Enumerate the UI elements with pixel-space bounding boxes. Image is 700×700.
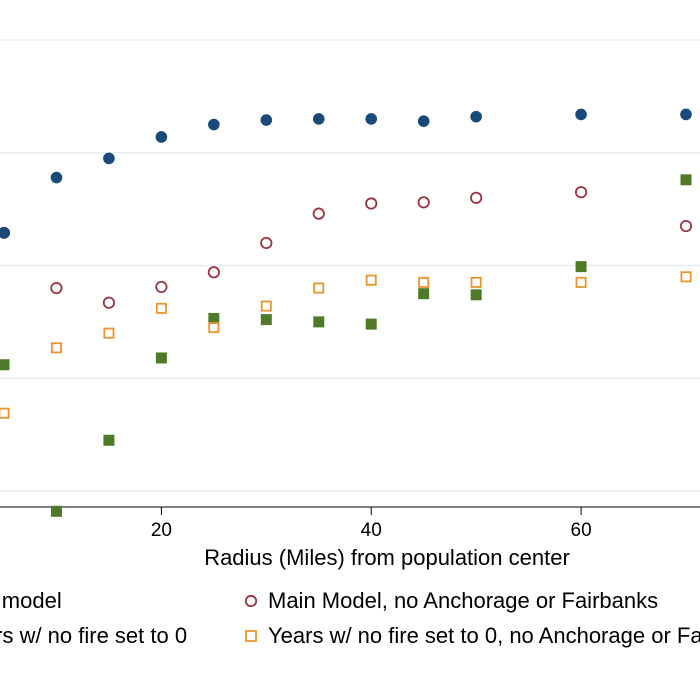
data-point (365, 113, 378, 125)
data-point (575, 276, 587, 288)
legend-item: Years w/ no fire set to 0, no Anchorage … (245, 623, 700, 648)
data-point (470, 289, 482, 301)
legend: Main model Main Model, no Anchorage or Fa… (0, 588, 700, 648)
data-point (470, 191, 483, 204)
data-point (680, 271, 692, 283)
legend-marker (244, 594, 258, 608)
data-point (50, 505, 62, 517)
data-point (260, 314, 272, 326)
data-point (312, 113, 325, 125)
series-4 (0, 271, 692, 419)
x-axis: 20 40 60 (0, 506, 700, 541)
data-point (260, 300, 272, 312)
grid-lines (0, 39, 700, 492)
data-point (103, 434, 115, 446)
data-point (0, 407, 10, 419)
x-tick-label: 60 (571, 520, 592, 541)
series-2 (0, 186, 693, 309)
legend-marker (245, 630, 257, 642)
data-point (50, 342, 62, 354)
x-tick-label: 20 (151, 520, 172, 541)
data-point (365, 274, 377, 286)
data-point (313, 282, 325, 294)
data-point (680, 174, 692, 186)
data-point (207, 266, 220, 279)
data-point (312, 207, 325, 220)
data-point (155, 131, 168, 143)
data-point (260, 236, 273, 250)
data-point (0, 227, 10, 239)
data-point (470, 110, 482, 123)
legend-item: Main Model, no Anchorage or Fairbanks (244, 588, 658, 613)
data-points (0, 108, 693, 517)
data-point (417, 196, 430, 209)
data-point (365, 318, 377, 330)
data-point (417, 115, 430, 127)
data-point (365, 197, 378, 210)
data-point (679, 219, 693, 233)
data-point (260, 114, 273, 126)
data-point (102, 296, 116, 309)
data-point (680, 108, 692, 121)
data-point (575, 261, 587, 273)
series-1 (0, 108, 692, 239)
data-point (313, 316, 325, 328)
data-point (574, 186, 588, 199)
data-point (103, 152, 115, 165)
data-point (0, 359, 10, 371)
legend-label: Years w/ no fire set to 0 (0, 623, 187, 648)
data-point (155, 280, 168, 294)
data-point (155, 352, 167, 364)
series-3 (0, 174, 692, 517)
x-axis-label: Radius (Miles) from population center (204, 545, 570, 570)
data-point (50, 171, 63, 184)
data-point (208, 312, 220, 324)
legend-item: Years w/ no fire set to 0 (0, 623, 187, 648)
data-point (50, 281, 63, 295)
data-point (470, 276, 482, 288)
data-point (418, 288, 430, 300)
data-point (155, 302, 167, 314)
legend-label: Main Model, no Anchorage or Fairbanks (268, 588, 658, 613)
data-point (103, 327, 115, 339)
data-point (208, 322, 220, 334)
legend-item: Main model (0, 588, 62, 613)
x-tick-label: 40 (361, 520, 382, 541)
data-point (575, 108, 587, 121)
data-point (208, 118, 220, 131)
legend-label: Years w/ no fire set to 0, no Anchorage … (268, 623, 700, 648)
data-point (418, 276, 430, 288)
legend-label: Main model (0, 588, 62, 613)
